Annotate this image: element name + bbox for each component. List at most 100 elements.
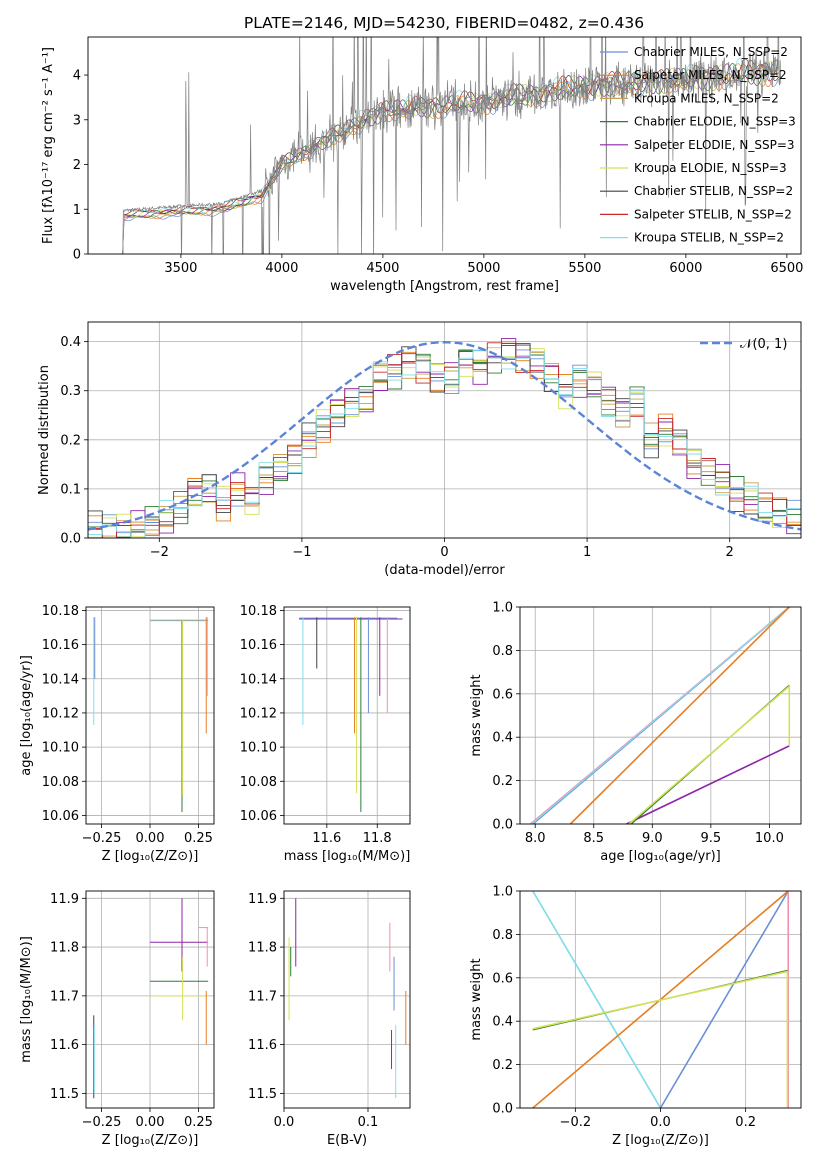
x-tick-label: 5500 <box>568 261 601 276</box>
y-axis-label: Flux [fλ10⁻¹⁷ erg cm⁻² s⁻¹ A⁻¹] <box>41 47 56 244</box>
y-tick-label: 10.10 <box>240 741 277 756</box>
legend-entry: Kroupa ELODIE, N_SSP=3 <box>634 161 787 175</box>
y-axis-label: age [log₁₀(age/yr)] <box>19 655 34 776</box>
axes-frame <box>85 606 215 825</box>
y-tick-label: 10.12 <box>42 706 79 721</box>
x-axis-label: Z [log₁₀(Z/Z⊙)] <box>102 1133 199 1148</box>
normal-curve <box>88 340 801 531</box>
weight-line <box>532 970 789 1030</box>
y-tick-label: 10.10 <box>42 741 79 756</box>
y-tick-label: 11.8 <box>248 941 277 956</box>
axes-frame <box>519 606 802 825</box>
y-tick-label: 10.16 <box>240 638 277 653</box>
y-tick-label: 0 <box>73 248 81 263</box>
x-tick-label: 6500 <box>770 261 803 276</box>
y-tick-label: 0.0 <box>492 1102 513 1117</box>
y-tick-label: 11.7 <box>50 989 79 1004</box>
x-tick-label: 0.25 <box>184 831 213 846</box>
x-tick-label: 3500 <box>164 261 197 276</box>
x-tick-label: 0.0 <box>650 1115 671 1130</box>
x-tick-label: 4500 <box>366 261 399 276</box>
y-axis-label: mass weight <box>469 674 484 756</box>
x-axis-label: Z [log₁₀(Z/Z⊙)] <box>102 849 199 864</box>
plot-area <box>284 891 410 1108</box>
y-tick-label: 0.2 <box>492 774 513 789</box>
y-tick-label: 0.6 <box>492 971 513 986</box>
x-tick-label: 11.8 <box>363 831 392 846</box>
x-tick-label: 2 <box>726 545 734 560</box>
x-axis-label: age [log₁₀(age/yr)] <box>600 849 721 864</box>
y-tick-label: 0.2 <box>492 1058 513 1073</box>
y-tick-label: 4 <box>73 69 81 84</box>
model-spectrum-line <box>120 59 779 254</box>
x-axis-label: wavelength [Angstrom, rest frame] <box>330 279 559 294</box>
panel-residual-histogram: −2 −1 0 1 2 0.0 0.1 0.2 0.3 0.4 (data-model)/error… <box>37 321 802 578</box>
y-tick-label: 10.08 <box>42 775 79 790</box>
y-tick-label: 10.08 <box>240 775 277 790</box>
y-axis-label: Normed distribution <box>37 365 52 495</box>
weight-line <box>532 890 662 1109</box>
y-tick-label: 0.1 <box>60 482 81 497</box>
y-tick-label: 1 <box>73 203 81 218</box>
axes-frame <box>283 606 411 825</box>
axes-frame <box>283 890 411 1109</box>
y-tick-label: 10.14 <box>42 672 79 687</box>
x-tick-label: 0.0 <box>274 1115 295 1130</box>
weight-line <box>569 606 790 825</box>
y-tick-label: 0.8 <box>492 928 513 943</box>
plot-content <box>288 898 407 1099</box>
y-axis-label: mass [log₁₀(M/M⊙)] <box>19 936 34 1063</box>
weight-line <box>531 606 790 825</box>
x-tick-label: 9.5 <box>701 831 722 846</box>
panel-age-vs-Z: −0.25 0.00 0.25 10.06 10.08 10.10 10.12 10.14 10… <box>19 604 215 864</box>
plot-content <box>93 617 209 813</box>
x-tick-label: 0.00 <box>136 831 165 846</box>
axes-frame <box>85 890 215 1109</box>
x-tick-label: −2 <box>150 545 169 560</box>
y-tick-label: 0.4 <box>492 731 513 746</box>
x-tick-label: −0.25 <box>82 831 122 846</box>
legend-entry: Chabrier ELODIE, N_SSP=3 <box>634 115 796 129</box>
x-axis-label: mass [log₁₀(M/M⊙)] <box>284 849 411 864</box>
y-tick-label: 10.18 <box>240 604 277 619</box>
legend-entry: Chabrier MILES, N_SSP=2 <box>634 45 788 59</box>
y-tick-label: 0.3 <box>60 384 81 399</box>
y-tick-label: 11.5 <box>50 1087 79 1102</box>
y-tick-label: 0.0 <box>492 818 513 833</box>
x-tick-label: 0.1 <box>358 1115 379 1130</box>
y-tick-label: 10.06 <box>42 809 79 824</box>
model-spectrum-line <box>120 60 779 254</box>
x-tick-label: 1 <box>583 545 591 560</box>
x-tick-label: 0.25 <box>184 1115 213 1130</box>
panel-mass-vs-EBV: 0.0 0.1 11.5 11.6 11.7 11.8 11.9 E(B-V) <box>248 890 411 1148</box>
y-tick-label: 11.9 <box>248 892 277 907</box>
x-axis-label: (data-model)/error <box>384 563 505 578</box>
panel-mass-vs-Z: −0.25 0.00 0.25 11.5 11.6 11.7 11.8 11.9 Z [log₁… <box>19 890 215 1148</box>
y-tick-label: 0.4 <box>60 335 81 350</box>
x-tick-label: 5000 <box>467 261 500 276</box>
axes-frame <box>519 890 802 1109</box>
y-tick-label: 11.7 <box>248 989 277 1004</box>
y-tick-label: 1.0 <box>492 601 513 616</box>
legend-entry: Kroupa MILES, N_SSP=2 <box>634 91 779 105</box>
legend-entry: Kroupa STELIB, N_SSP=2 <box>634 231 784 245</box>
x-axis-label: E(B-V) <box>327 1133 367 1148</box>
plot-content <box>93 898 209 1099</box>
observed-spectrum-line <box>120 37 782 254</box>
y-tick-label: 0.8 <box>492 644 513 659</box>
panel-age-vs-mass: 11.6 11.8 10.06 10.08 10.10 10.12 10.14 10.16 10… <box>240 604 411 864</box>
plot-content <box>530 606 791 825</box>
y-tick-label: 11.6 <box>50 1038 79 1053</box>
model-spectrum-line <box>120 65 779 254</box>
model-spectrum-line <box>120 60 779 254</box>
y-tick-label: 10.18 <box>42 604 79 619</box>
plot-content <box>120 37 782 254</box>
x-tick-label: 8.0 <box>525 831 546 846</box>
weight-line <box>628 685 790 825</box>
y-tick-label: 2 <box>73 158 81 173</box>
axes-frame <box>87 36 802 255</box>
panel-spectrum: 3500 4000 4500 5000 5500 6000 6500 0 1 2 3 4 wavelen… <box>41 36 803 294</box>
plot-content <box>299 617 403 813</box>
axes-frame <box>87 321 802 539</box>
legend-entry: Chabrier STELIB, N_SSP=2 <box>634 184 793 198</box>
